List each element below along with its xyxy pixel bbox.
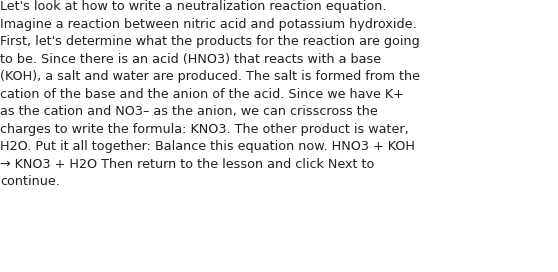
Text: Let's look at how to write a neutralization reaction equation.
Imagine a reactio: Let's look at how to write a neutralizat… <box>0 0 420 188</box>
